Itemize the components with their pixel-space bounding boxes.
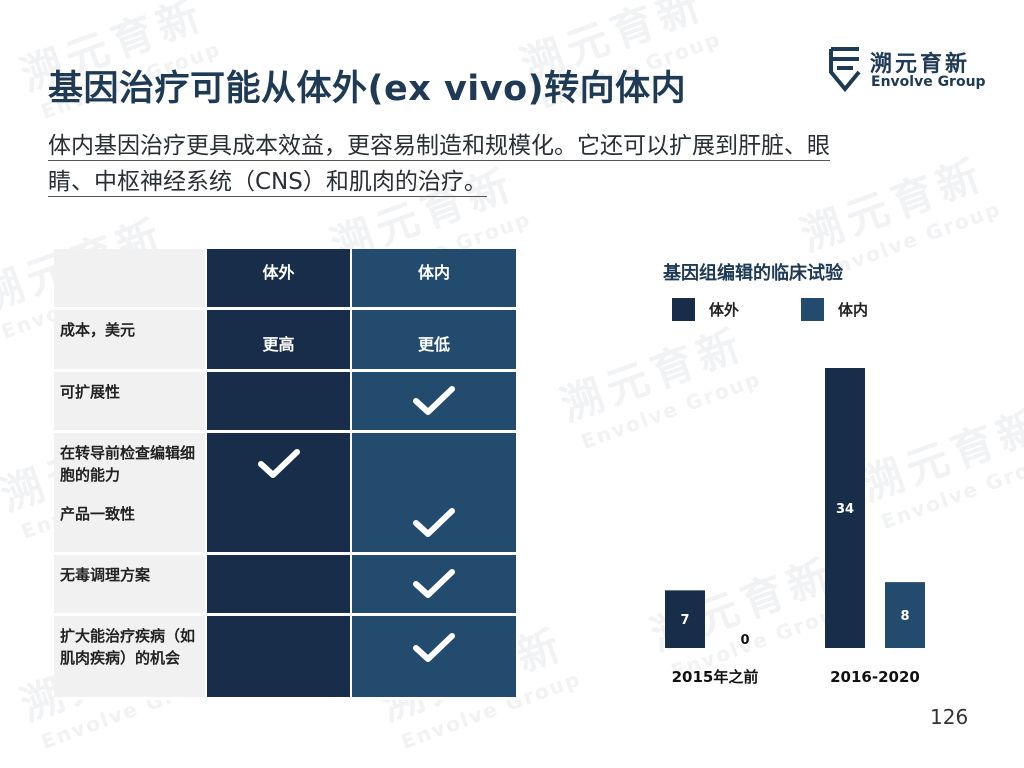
expand-in-vivo-cell	[352, 616, 518, 700]
scalability-ex-vivo-cell	[207, 372, 352, 433]
table-header-row: 体外 体内	[54, 249, 518, 310]
row-label-consistency: 产品一致性	[54, 494, 207, 555]
pre-check-ex-vivo-cell	[207, 433, 352, 498]
bar-ex-vivo-0	[665, 590, 705, 648]
page-title: 基因治疗可能从体外(ex vivo)转向体内	[48, 69, 687, 109]
subtitle-line-1: 体内基因治疗更具成本效益，更容易制造和规模化。它还可以扩展到肝脏、眼	[48, 133, 830, 159]
table-row: 成本，美元 更高 更低	[54, 310, 518, 372]
comparison-table: 体外 体内 成本，美元 更高 更低 可扩展性 在转导前检查编辑细胞的能力 产品一…	[54, 249, 518, 700]
category-label: 2015年之前	[672, 668, 759, 686]
checkmark-icon	[257, 449, 300, 478]
company-logo: 溯元育新 Envolve Group	[828, 44, 988, 96]
cost-ex-vivo: 更高	[207, 310, 352, 372]
checkmark-icon	[413, 508, 455, 537]
data-label: 7	[680, 613, 689, 628]
cost-in-vivo: 更低	[352, 310, 518, 372]
row-label-expand: 扩大能治疗疾病（如肌肉疾病）的机会	[54, 616, 207, 700]
legend-swatch-ex-vivo	[672, 298, 695, 321]
checkmark-icon	[413, 569, 455, 598]
bar-chart: 7 0 2015年之前 34 8 2016-2020	[665, 368, 925, 686]
table-row: 无毒调理方案	[54, 555, 518, 616]
table-row: 扩大能治疗疾病（如肌肉疾病）的机会	[54, 616, 518, 700]
category-label: 2016-2020	[830, 668, 920, 686]
data-label: 0	[740, 633, 749, 648]
row-label-cost: 成本，美元	[54, 310, 207, 372]
nontoxic-in-vivo-cell	[352, 555, 518, 616]
subtitle: 体内基因治疗更具成本效益，更容易制造和规模化。它还可以扩展到肝脏、眼 睛、中枢神…	[48, 128, 978, 200]
table-row: 在转导前检查编辑细胞的能力	[54, 433, 518, 498]
table-row: 可扩展性	[54, 372, 518, 433]
legend-label-ex-vivo: 体外	[709, 301, 740, 319]
legend-item-in-vivo: 体内	[801, 298, 868, 321]
checkmark-icon	[413, 386, 455, 415]
legend-swatch-in-vivo	[801, 298, 825, 321]
row-label-nontoxic: 无毒调理方案	[54, 555, 207, 616]
pre-check-in-vivo-cell	[352, 433, 518, 498]
chart-title: 基因组编辑的临床试验	[663, 263, 843, 284]
legend-label-in-vivo: 体内	[838, 301, 869, 319]
consistency-in-vivo-cell	[352, 494, 518, 555]
checkmark-icon	[413, 633, 455, 662]
consistency-ex-vivo-cell	[207, 494, 352, 555]
bar-in-vivo-1	[885, 582, 925, 648]
header-empty-cell	[54, 249, 207, 310]
nontoxic-ex-vivo-cell	[207, 555, 352, 616]
header-ex-vivo: 体外	[207, 249, 352, 310]
data-label: 34	[836, 502, 854, 517]
envolve-logo-icon	[829, 47, 861, 92]
logo-text-en: Envolve Group	[871, 74, 986, 90]
row-label-scalability: 可扩展性	[54, 372, 207, 433]
row-label-pre-check: 在转导前检查编辑细胞的能力	[54, 433, 207, 498]
bar-ex-vivo-1	[825, 368, 865, 648]
data-label: 8	[900, 609, 909, 624]
page-number: 126	[930, 705, 969, 729]
legend-item-ex-vivo: 体外	[672, 298, 739, 321]
scalability-in-vivo-cell	[352, 372, 518, 433]
header-in-vivo: 体内	[352, 249, 518, 310]
logo-text-cn: 溯元育新	[870, 52, 971, 77]
chart-legend: 体外 体内	[672, 298, 930, 321]
subtitle-line-2: 睛、中枢神经系统（CNS）和肌肉的治疗。	[48, 169, 487, 195]
table-row: 产品一致性	[54, 494, 518, 555]
expand-ex-vivo-cell	[207, 616, 352, 700]
